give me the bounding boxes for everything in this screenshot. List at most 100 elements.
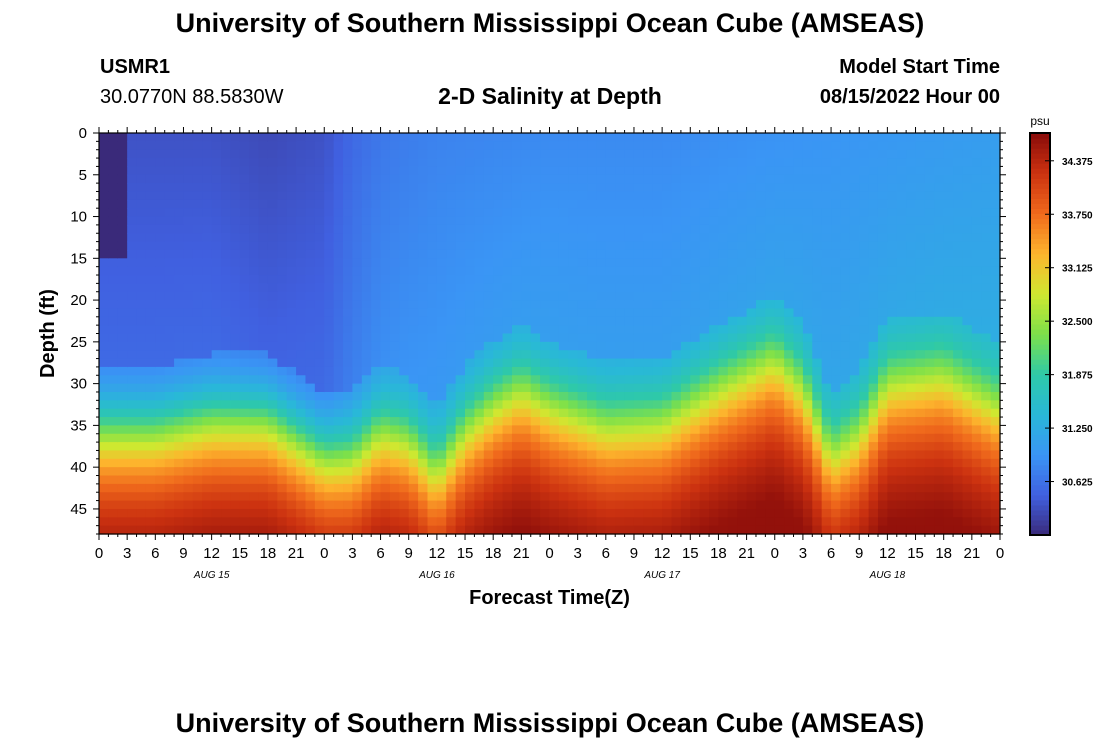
heatmap-cell — [605, 408, 616, 418]
heatmap-cell — [971, 224, 982, 234]
heatmap-cell — [859, 358, 870, 368]
heatmap-cell — [737, 316, 748, 326]
heatmap-cell — [333, 467, 344, 477]
heatmap-cell — [727, 425, 738, 435]
heatmap-cell — [990, 183, 1001, 193]
heatmap-cell — [643, 266, 654, 276]
heatmap-cell — [352, 433, 363, 443]
heatmap-cell — [568, 442, 579, 452]
heatmap-cell — [511, 366, 522, 376]
heatmap-cell — [230, 266, 241, 276]
heatmap-cell — [680, 391, 691, 401]
heatmap-cell — [906, 492, 917, 502]
heatmap-cell — [249, 341, 260, 351]
heatmap-cell — [174, 291, 185, 301]
heatmap-cell — [267, 408, 278, 418]
heatmap-cell — [267, 442, 278, 452]
heatmap-cell — [868, 350, 879, 360]
heatmap-cell — [296, 199, 307, 209]
heatmap-cell — [633, 199, 644, 209]
heatmap-cell — [802, 275, 813, 284]
heatmap-cell — [455, 158, 466, 168]
heatmap-cell — [915, 425, 926, 435]
heatmap-cell — [859, 433, 870, 443]
heatmap-cell — [493, 300, 504, 310]
heatmap-cell — [211, 333, 222, 343]
heatmap-cell — [99, 425, 109, 435]
heatmap-cell — [127, 350, 138, 360]
heatmap-cell — [596, 358, 607, 368]
heatmap-cell — [971, 391, 982, 401]
heatmap-cell — [943, 183, 954, 193]
heatmap-cell — [436, 391, 447, 401]
heatmap-cell — [821, 275, 832, 284]
heatmap-cell — [680, 174, 691, 184]
heatmap-cell — [605, 366, 616, 376]
x-tick-label: 3 — [799, 545, 807, 562]
heatmap-cell — [558, 291, 569, 301]
heatmap-cell — [558, 199, 569, 209]
heatmap-cell — [906, 266, 917, 276]
heatmap-cell — [971, 266, 982, 276]
heatmap-cell — [399, 325, 410, 335]
heatmap-cell — [418, 325, 429, 335]
heatmap-cell — [643, 408, 654, 418]
heatmap-cell — [183, 174, 194, 184]
heatmap-cell — [943, 500, 954, 510]
heatmap-cell — [436, 475, 447, 485]
heatmap-cell — [99, 233, 109, 243]
heatmap-cell — [981, 199, 992, 209]
heatmap-cell — [99, 266, 109, 276]
heatmap-cell — [155, 358, 166, 368]
heatmap-cell — [896, 325, 907, 335]
heatmap-cell — [662, 442, 673, 452]
heatmap-cell — [530, 174, 541, 184]
heatmap-cell — [962, 266, 973, 276]
heatmap-cell — [624, 300, 635, 310]
heatmap-cell — [577, 358, 588, 368]
heatmap-cell — [127, 158, 138, 168]
heatmap-cell — [108, 249, 119, 259]
heatmap-cell — [511, 475, 522, 485]
heatmap-cell — [643, 483, 654, 493]
heatmap-cell — [427, 325, 438, 335]
heatmap-cell — [221, 442, 231, 452]
heatmap-cell — [962, 408, 973, 418]
heatmap-cell — [324, 341, 335, 351]
heatmap-cell — [465, 366, 476, 376]
heatmap-cell — [455, 291, 466, 301]
x-tick-label: 15 — [907, 545, 924, 562]
heatmap-cell — [755, 408, 766, 418]
heatmap-cell — [699, 275, 710, 284]
heatmap-cell — [202, 258, 213, 268]
heatmap-cell — [239, 366, 250, 376]
heatmap-cell — [887, 224, 898, 234]
heatmap-cell — [296, 266, 307, 276]
heatmap-cell — [624, 174, 635, 184]
heatmap-cell — [361, 266, 372, 276]
heatmap-cell — [136, 291, 147, 301]
heatmap-cell — [145, 408, 156, 418]
heatmap-cell — [296, 191, 307, 201]
heatmap-cell — [371, 425, 382, 435]
heatmap-cell — [286, 149, 297, 159]
heatmap-cell — [333, 508, 344, 518]
heatmap-cell — [483, 316, 494, 326]
heatmap-cell — [765, 475, 776, 485]
heatmap-cell — [671, 191, 682, 201]
heatmap-cell — [183, 191, 194, 201]
heatmap-cell — [305, 291, 316, 301]
heatmap-cell — [568, 258, 579, 268]
heatmap-cell — [530, 333, 541, 343]
heatmap-cell — [934, 275, 945, 284]
heatmap-cell — [230, 233, 241, 243]
heatmap-cell — [577, 483, 588, 493]
heatmap-cell — [971, 325, 982, 335]
heatmap-cell — [671, 166, 682, 176]
heatmap-cell — [737, 517, 748, 527]
heatmap-cell — [924, 174, 935, 184]
heatmap-cell — [727, 300, 738, 310]
heatmap-cell — [877, 308, 888, 318]
heatmap-cell — [202, 433, 213, 443]
heatmap-cell — [474, 483, 485, 493]
